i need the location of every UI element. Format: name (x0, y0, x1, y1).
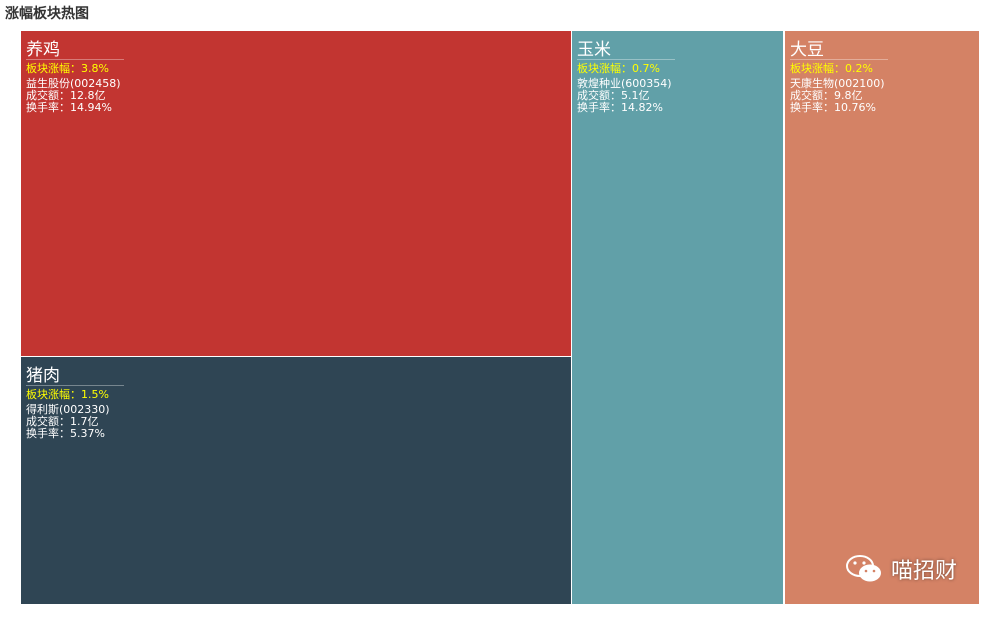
turnover-rate: 换手率：5.37% (26, 427, 105, 440)
trade-volume: 成交额：12.8亿 (26, 89, 106, 102)
watermark-text: 喵招财 (891, 559, 958, 584)
wechat-icon (846, 555, 881, 582)
sector-change: 板块涨幅：0.7% (577, 62, 660, 75)
leading-stock: 得利斯(002330) (26, 403, 110, 416)
divider (26, 59, 124, 60)
tile-name: 猪肉 (26, 366, 60, 386)
tile: 大豆板块涨幅：0.2% 天康生物(002100) 成交额：9.8亿 换手率：10.76… (785, 31, 979, 604)
tile-name: 大豆 (790, 40, 824, 60)
tile-info: 板块涨幅：1.5% 得利斯(002330) 成交额：1.7亿 换手率：5.37% (26, 389, 110, 440)
trade-volume: 成交额：1.7亿 (26, 415, 99, 428)
trade-volume: 成交额：5.1亿 (577, 89, 650, 102)
turnover-rate: 换手率：14.82% (577, 101, 663, 114)
trade-volume: 成交额：9.8亿 (790, 89, 863, 102)
leading-stock: 敦煌种业(600354) (577, 77, 672, 90)
leading-stock: 天康生物(002100) (790, 77, 885, 90)
sector-change: 板块涨幅：3.8% (26, 62, 109, 75)
tile-name: 玉米 (577, 40, 611, 60)
turnover-rate: 换手率：14.94% (26, 101, 112, 114)
tile-info: 板块涨幅：0.7% 敦煌种业(600354) 成交额：5.1亿 换手率：14.82% (577, 63, 672, 114)
tile: 养鸡板块涨幅：3.8% 益生股份(002458) 成交额：12.8亿 换手率：14.9… (21, 31, 571, 356)
tile: 玉米板块涨幅：0.7% 敦煌种业(600354) 成交额：5.1亿 换手率：14.82… (572, 31, 783, 604)
tile-name: 养鸡 (26, 40, 60, 60)
tile-info: 板块涨幅：0.2% 天康生物(002100) 成交额：9.8亿 换手率：10.76% (790, 63, 885, 114)
sector-change: 板块涨幅：0.2% (790, 62, 873, 75)
divider (26, 385, 124, 386)
page-title: 涨幅板块热图 (5, 6, 89, 22)
divider (790, 59, 888, 60)
sector-change: 板块涨幅：1.5% (26, 388, 109, 401)
leading-stock: 益生股份(002458) (26, 77, 121, 90)
watermark: 喵招财 (845, 553, 957, 585)
turnover-rate: 换手率：10.76% (790, 101, 876, 114)
tile-info: 板块涨幅：3.8% 益生股份(002458) 成交额：12.8亿 换手率：14.94% (26, 63, 121, 114)
tile: 猪肉板块涨幅：1.5% 得利斯(002330) 成交额：1.7亿 换手率：5.37% (21, 357, 571, 604)
divider (577, 59, 675, 60)
